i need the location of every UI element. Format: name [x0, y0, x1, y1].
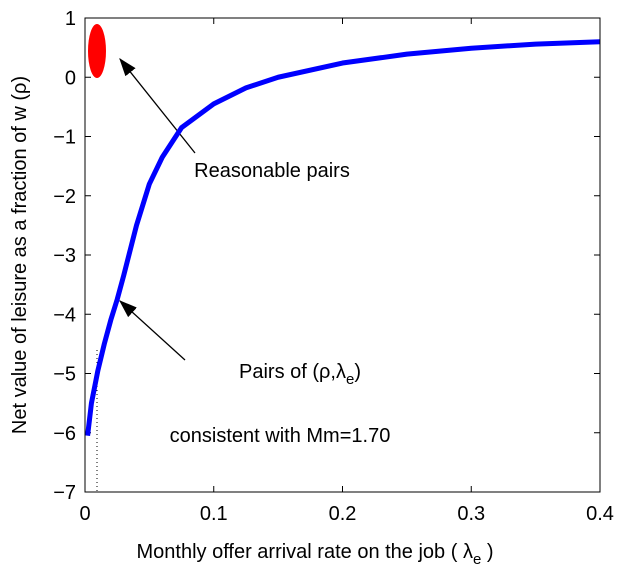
y-axis-label: Net value of leisure as a fraction of w …: [9, 76, 31, 434]
annotation: consistent with Mm=1.70: [170, 425, 391, 447]
x-tick-label: 0: [79, 503, 90, 525]
x-tick-label: 0.3: [457, 503, 485, 525]
plot-frame: [84, 17, 601, 493]
y-tick-label: 1: [65, 8, 76, 30]
x-tick-label: 0.4: [586, 503, 614, 525]
arrow: [119, 57, 196, 154]
y-tick-label: −7: [53, 482, 76, 504]
arrow: [119, 300, 186, 361]
y-tick-label: −6: [53, 423, 76, 445]
y-tick-label: 0: [65, 67, 76, 89]
data-line: [85, 39, 601, 437]
y-tick-label: −1: [53, 127, 76, 149]
y-tick-label: −3: [53, 245, 76, 267]
x-axis-label: Monthly offer arrival rate on the job ( …: [136, 541, 493, 568]
annotation: Pairs of (ρ,λe): [239, 361, 361, 388]
y-tick-label: −2: [53, 186, 76, 208]
y-tick-label: −5: [53, 364, 76, 386]
highlight-region: [88, 24, 106, 78]
y-tick-label: −4: [53, 304, 76, 326]
x-tick-label: 0.2: [329, 503, 357, 525]
x-tick-label: 0.1: [200, 503, 228, 525]
annotation: Reasonable pairs: [194, 160, 350, 182]
